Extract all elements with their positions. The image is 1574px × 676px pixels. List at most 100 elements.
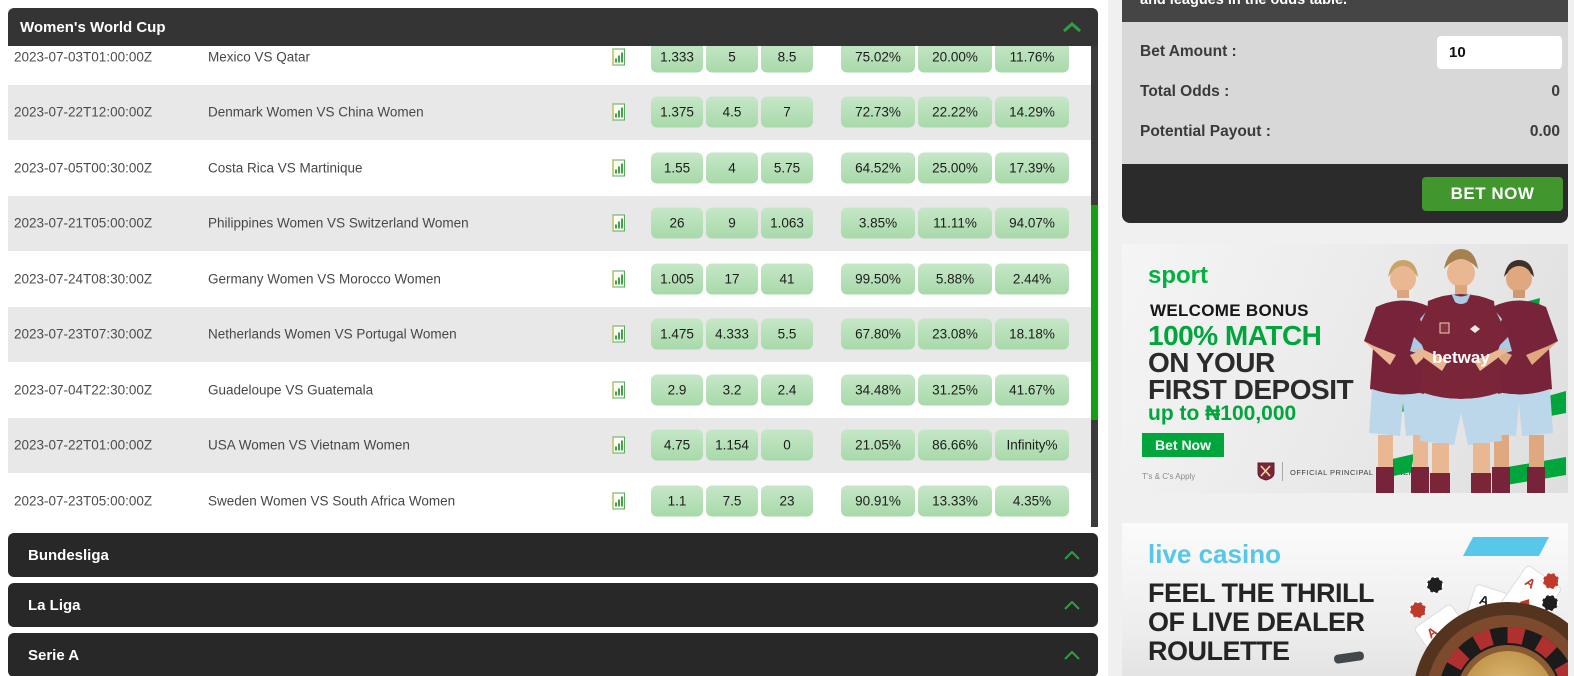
probability-group: 64.52% 25.00% 17.39% xyxy=(841,152,1069,184)
bet-slip-body: Bet Amount : Total Odds : 0 Potential Pa… xyxy=(1122,22,1568,164)
match-row: 2023-07-22T01:00:00Z USA Women VS Vietna… xyxy=(8,417,1098,473)
odds-button[interactable]: 0 xyxy=(761,429,813,461)
match-name: Guadeloupe VS Guatemala xyxy=(208,382,374,398)
table-scrollbar-thumb[interactable] xyxy=(1091,205,1098,420)
terms-text: T's & C's Apply xyxy=(1142,472,1196,481)
probability-button[interactable]: 13.33% xyxy=(918,485,992,517)
chart-icon[interactable] xyxy=(612,436,625,454)
odds-button[interactable]: 3.2 xyxy=(706,374,758,406)
probability-button[interactable]: 34.48% xyxy=(841,374,915,406)
probability-button[interactable]: 11.11% xyxy=(918,207,992,239)
odds-button[interactable]: 41 xyxy=(761,263,813,295)
odds-button[interactable]: 17 xyxy=(706,263,758,295)
odds-button[interactable]: 1.063 xyxy=(761,207,813,239)
bet-slip-footer: BET NOW xyxy=(1122,164,1568,223)
probability-button[interactable]: 25.00% xyxy=(918,152,992,184)
probability-button[interactable]: 14.29% xyxy=(995,96,1069,128)
banner-bet-now-button[interactable]: Bet Now xyxy=(1142,433,1224,457)
probability-button[interactable]: 41.67% xyxy=(995,374,1069,406)
probability-button[interactable]: 23.08% xyxy=(918,318,992,350)
chart-icon[interactable] xyxy=(612,103,625,121)
probability-button[interactable]: 22.22% xyxy=(918,96,992,128)
odds-button[interactable]: 1.154 xyxy=(706,429,758,461)
probability-button[interactable]: 20.00% xyxy=(918,46,992,73)
odds-button[interactable]: 7.5 xyxy=(706,485,758,517)
odds-group: 4.75 1.154 0 xyxy=(651,429,813,461)
match-name: Denmark Women VS China Women xyxy=(208,104,424,120)
section-header-la-liga[interactable]: La Liga xyxy=(8,583,1098,627)
odds-button[interactable]: 8.5 xyxy=(761,46,813,73)
chart-icon[interactable] xyxy=(612,325,625,343)
chart-icon[interactable] xyxy=(612,270,625,288)
section-header-serie-a[interactable]: Serie A xyxy=(8,633,1098,676)
odds-button[interactable]: 2.9 xyxy=(651,374,703,406)
match-time: 2023-07-03T01:00:00Z xyxy=(14,49,153,65)
odds-button[interactable]: 9 xyxy=(706,207,758,239)
bet-now-button[interactable]: BET NOW xyxy=(1422,176,1563,211)
chart-icon[interactable] xyxy=(612,214,625,232)
probability-button[interactable]: 5.88% xyxy=(918,263,992,295)
match-name: Germany Women VS Morocco Women xyxy=(208,271,441,287)
probability-button[interactable]: 67.80% xyxy=(841,318,915,350)
live-casino-banner[interactable]: live casino FEEL THE THRILL OF LIVE DEAL… xyxy=(1122,523,1568,676)
odds-group: 2.9 3.2 2.4 xyxy=(651,374,813,406)
partner-text: OFFICIAL PRINCIPAL PARTNER xyxy=(1290,468,1415,477)
probability-button[interactable]: 90.91% xyxy=(841,485,915,517)
odds-button[interactable]: 26 xyxy=(651,207,703,239)
probability-button[interactable]: 75.02% xyxy=(841,46,915,73)
probability-group: 21.05% 86.66% Infinity% xyxy=(841,429,1069,461)
chevron-up-icon[interactable] xyxy=(1064,650,1080,660)
sport-bonus-banner[interactable]: sport WELCOME BONUS 100% MATCH ON YOUR F… xyxy=(1122,244,1568,493)
probability-button[interactable]: 4.35% xyxy=(995,485,1069,517)
probability-button[interactable]: 99.50% xyxy=(841,263,915,295)
match-time: 2023-07-23T05:00:00Z xyxy=(14,493,153,509)
odds-button[interactable]: 4.333 xyxy=(706,318,758,350)
odds-button[interactable]: 1.375 xyxy=(651,96,703,128)
odds-button[interactable]: 23 xyxy=(761,485,813,517)
odds-button[interactable]: 1.55 xyxy=(651,152,703,184)
probability-group: 90.91% 13.33% 4.35% xyxy=(841,485,1069,517)
bet-slip-panel: and leagues in the odds table. Bet Amoun… xyxy=(1122,0,1568,223)
odds-button[interactable]: 5 xyxy=(706,46,758,73)
chart-icon[interactable] xyxy=(612,159,625,177)
probability-button[interactable]: 64.52% xyxy=(841,152,915,184)
probability-button[interactable]: 3.85% xyxy=(841,207,915,239)
odds-button[interactable]: 5.75 xyxy=(761,152,813,184)
probability-group: 34.48% 31.25% 41.67% xyxy=(841,374,1069,406)
chevron-up-icon[interactable] xyxy=(1064,600,1080,610)
probability-button[interactable]: 21.05% xyxy=(841,429,915,461)
odds-button[interactable]: 4.5 xyxy=(706,96,758,128)
probability-button[interactable]: 18.18% xyxy=(995,318,1069,350)
probability-button[interactable]: 17.39% xyxy=(995,152,1069,184)
match-name: Philippines Women VS Switzerland Women xyxy=(208,215,469,231)
odds-button[interactable]: 1.005 xyxy=(651,263,703,295)
chart-icon[interactable] xyxy=(612,492,625,510)
odds-button[interactable]: 1.333 xyxy=(651,46,703,73)
match-offer-text: 100% MATCH xyxy=(1148,320,1322,351)
odds-button[interactable]: 4.75 xyxy=(651,429,703,461)
right-column: and leagues in the odds table. Bet Amoun… xyxy=(1122,0,1568,676)
section-header-womens-world-cup[interactable]: Women's World Cup xyxy=(8,8,1098,46)
odds-button[interactable]: 1.475 xyxy=(651,318,703,350)
probability-button[interactable]: 94.07% xyxy=(995,207,1069,239)
chart-icon[interactable] xyxy=(612,381,625,399)
odds-button[interactable]: 1.1 xyxy=(651,485,703,517)
chevron-up-icon[interactable] xyxy=(1064,550,1080,560)
odds-button[interactable]: 2.4 xyxy=(761,374,813,406)
odds-button[interactable]: 5.5 xyxy=(761,318,813,350)
bet-amount-input[interactable] xyxy=(1437,35,1562,69)
probability-button[interactable]: Infinity% xyxy=(995,429,1069,461)
odds-button[interactable]: 4 xyxy=(706,152,758,184)
probability-button[interactable]: 86.66% xyxy=(918,429,992,461)
probability-button[interactable]: 72.73% xyxy=(841,96,915,128)
odds-button[interactable]: 7 xyxy=(761,96,813,128)
chart-icon[interactable] xyxy=(612,48,625,66)
probability-button[interactable]: 11.76% xyxy=(995,46,1069,73)
probability-button[interactable]: 31.25% xyxy=(918,374,992,406)
chevron-up-icon[interactable] xyxy=(1062,21,1082,33)
bet-slip-note-bar: and leagues in the odds table. xyxy=(1122,0,1568,22)
probability-button[interactable]: 2.44% xyxy=(995,263,1069,295)
section-header-bundesliga[interactable]: Bundesliga xyxy=(8,533,1098,577)
match-row: 2023-07-23T05:00:00Z Sweden Women VS Sou… xyxy=(8,473,1098,527)
table-scrollbar[interactable] xyxy=(1091,46,1098,527)
